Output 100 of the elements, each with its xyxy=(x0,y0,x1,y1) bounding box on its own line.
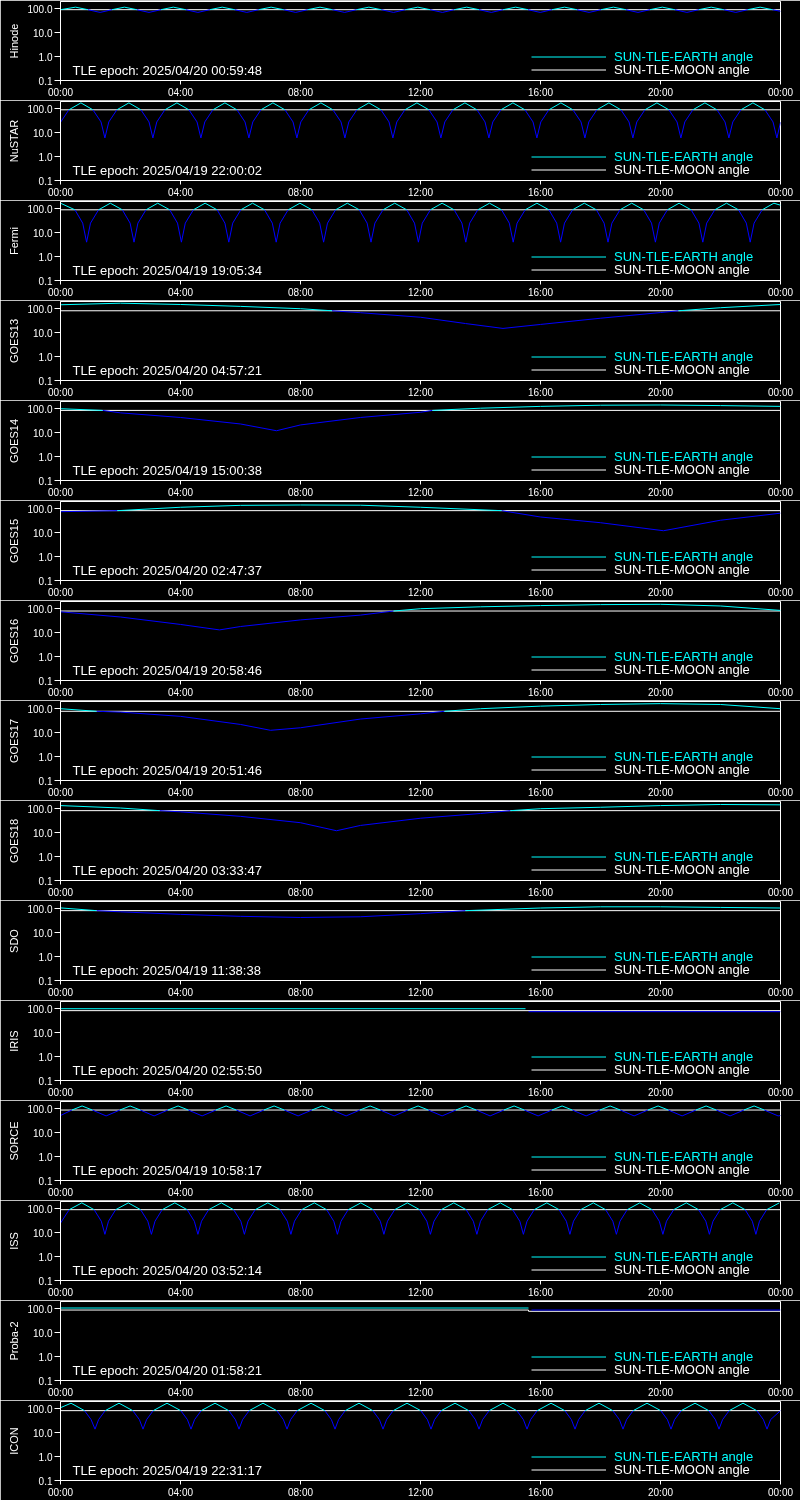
text: SUN-TLE-MOON angle xyxy=(614,662,750,677)
x-tick-label: 16:00 xyxy=(527,1486,554,1498)
x-tick-label: 20:00 xyxy=(647,486,674,498)
y-tick-label: 100.0 xyxy=(27,803,53,815)
x-tick-label: 04:00 xyxy=(167,286,194,298)
x-tick-label: 08:00 xyxy=(287,486,314,498)
y-tick-label: 10.0 xyxy=(33,1227,53,1239)
annotation: TLE epoch: 2025/04/20 02:47:37 xyxy=(72,562,262,578)
y-tick-label: 1.0 xyxy=(38,951,53,963)
y-axis-title: Hinode xyxy=(8,23,21,59)
x-tick-label: 00:00 xyxy=(767,1486,794,1498)
y-axis-title: GOES16 xyxy=(8,618,21,664)
x-tick-label: 00:00 xyxy=(47,1386,74,1398)
y-tick-label: 1.0 xyxy=(38,1351,53,1363)
x-tick-label: 04:00 xyxy=(167,186,194,198)
y-axis-title: Proba-2 xyxy=(8,1321,21,1361)
y-tick-label: 0.1 xyxy=(38,1475,53,1487)
annotation: TLE epoch: 2025/04/20 03:52:14 xyxy=(72,1262,262,1278)
text: SUN-TLE-MOON angle xyxy=(614,862,750,877)
annotation: TLE epoch: 2025/04/19 15:00:38 xyxy=(72,462,262,478)
x-tick-label: 12:00 xyxy=(407,86,434,98)
x-tick-label: 16:00 xyxy=(527,886,554,898)
x-tick-label: 16:00 xyxy=(527,686,554,698)
text: SUN-TLE-MOON angle xyxy=(614,1462,750,1477)
y-tick-label: 1.0 xyxy=(38,1251,53,1263)
x-tick-label: 00:00 xyxy=(47,586,74,598)
y-tick-label: 0.1 xyxy=(38,975,53,987)
y-tick-label: 10.0 xyxy=(33,1327,53,1339)
y-axis-title: SDO xyxy=(8,928,21,953)
x-tick-label: 20:00 xyxy=(647,1086,674,1098)
annotation: TLE epoch: 2025/04/20 00:59:48 xyxy=(72,62,262,78)
x-tick-label: 20:00 xyxy=(647,586,674,598)
x-tick-label: 08:00 xyxy=(287,1486,314,1498)
x-tick-label: 00:00 xyxy=(47,1286,74,1298)
text: SUN-TLE-MOON angle xyxy=(614,1262,750,1277)
y-axis-title: GOES18 xyxy=(8,818,21,864)
x-tick-label: 08:00 xyxy=(287,1386,314,1398)
x-tick-label: 00:00 xyxy=(47,986,74,998)
y-tick-label: 1.0 xyxy=(38,751,53,763)
x-tick-label: 08:00 xyxy=(287,886,314,898)
annotation: TLE epoch: 2025/04/19 20:51:46 xyxy=(72,762,262,778)
x-tick-label: 20:00 xyxy=(647,786,674,798)
annotation: TLE epoch: 2025/04/19 19:05:34 xyxy=(72,262,262,278)
x-tick-label: 20:00 xyxy=(647,1386,674,1398)
y-tick-label: 1.0 xyxy=(38,251,53,263)
x-tick-label: 04:00 xyxy=(167,1286,194,1298)
y-tick-label: 0.1 xyxy=(38,775,53,787)
line-series xyxy=(331,310,679,329)
x-tick-label: 00:00 xyxy=(47,686,74,698)
x-tick-label: 00:00 xyxy=(767,386,794,398)
text: SUN-TLE-EARTH angle xyxy=(614,849,755,864)
x-tick-label: 12:00 xyxy=(407,686,434,698)
x-tick-label: 04:00 xyxy=(167,1486,194,1498)
x-tick-label: 16:00 xyxy=(527,1386,554,1398)
text: SUN-TLE-MOON angle xyxy=(614,62,750,77)
text: SUN-TLE-MOON angle xyxy=(614,1162,750,1177)
x-tick-label: 04:00 xyxy=(167,786,194,798)
text: SUN-TLE-EARTH angle xyxy=(614,349,755,364)
y-tick-label: 0.1 xyxy=(38,875,53,887)
text: SUN-TLE-EARTH angle xyxy=(614,1049,755,1064)
x-tick-label: 04:00 xyxy=(167,486,194,498)
y-tick-label: 10.0 xyxy=(33,427,53,439)
x-tick-label: 20:00 xyxy=(647,86,674,98)
annotation: TLE epoch: 2025/04/20 01:58:21 xyxy=(72,1362,262,1378)
text: SUN-TLE-EARTH angle xyxy=(614,1449,755,1464)
x-tick-label: 00:00 xyxy=(47,286,74,298)
text: SUN-TLE-MOON angle xyxy=(614,962,750,977)
x-tick-label: 20:00 xyxy=(647,686,674,698)
y-axis-title: SORCE xyxy=(8,1121,21,1161)
x-tick-label: 16:00 xyxy=(527,486,554,498)
x-tick-label: 12:00 xyxy=(407,486,434,498)
x-tick-label: 08:00 xyxy=(287,1086,314,1098)
x-tick-label: 04:00 xyxy=(167,686,194,698)
x-tick-label: 04:00 xyxy=(167,886,194,898)
x-tick-label: 08:00 xyxy=(287,286,314,298)
y-tick-label: 100.0 xyxy=(27,403,53,415)
y-tick-label: 10.0 xyxy=(33,827,53,839)
text: SUN-TLE-MOON angle xyxy=(614,462,750,477)
x-tick-label: 12:00 xyxy=(407,586,434,598)
text: SUN-TLE-EARTH angle xyxy=(614,1349,755,1364)
annotation: TLE epoch: 2025/04/19 22:31:17 xyxy=(72,1462,262,1478)
x-tick-label: 00:00 xyxy=(767,786,794,798)
text: SUN-TLE-EARTH angle xyxy=(614,1249,755,1264)
y-tick-label: 10.0 xyxy=(33,27,53,39)
x-tick-label: 00:00 xyxy=(767,686,794,698)
y-axis-title: ISS xyxy=(8,1232,21,1250)
y-tick-label: 1.0 xyxy=(38,51,53,63)
y-tick-label: 100.0 xyxy=(27,903,53,915)
y-tick-label: 100.0 xyxy=(27,1403,53,1415)
y-tick-label: 100.0 xyxy=(27,603,53,615)
x-tick-label: 16:00 xyxy=(527,786,554,798)
y-tick-label: 100.0 xyxy=(27,3,53,15)
y-tick-label: 0.1 xyxy=(38,175,53,187)
x-tick-label: 00:00 xyxy=(47,1486,74,1498)
text: SUN-TLE-EARTH angle xyxy=(614,749,755,764)
y-tick-label: 10.0 xyxy=(33,127,53,139)
x-tick-label: 08:00 xyxy=(287,86,314,98)
y-tick-label: 100.0 xyxy=(27,1303,53,1315)
y-tick-label: 100.0 xyxy=(27,1203,53,1215)
x-tick-label: 16:00 xyxy=(527,186,554,198)
